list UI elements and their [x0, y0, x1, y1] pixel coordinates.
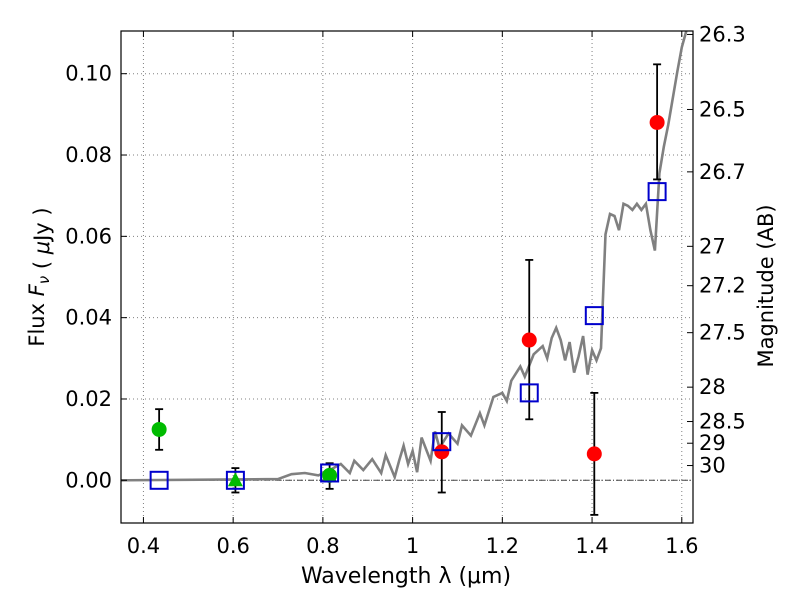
x-tick-label: 1 [406, 534, 419, 558]
data-point-red [586, 446, 602, 462]
y-tick-label: 0.04 [65, 306, 112, 330]
y-tick-label: 0.10 [65, 62, 112, 86]
plot-data [121, 31, 688, 516]
axes: 0.4 0.6 0.8 1 1.2 1.4 1.6 0.00 0.02 0.04 0.06 0.08 0… [25, 22, 746, 558]
right-tick-label: 28 [699, 375, 726, 399]
x-tick-label: 0.6 [216, 534, 249, 558]
right-tick-label: 28.5 [699, 410, 746, 434]
right-axis-label: Magnitude (AB) [754, 204, 778, 367]
x-axis-label: Wavelength λ (μm) [301, 564, 511, 589]
grid [121, 31, 693, 523]
model-photometry-square [225, 470, 245, 490]
model-sed-line [121, 31, 688, 482]
right-tick-label: 26.7 [699, 160, 746, 184]
data-point-red [434, 444, 450, 460]
y-tick-label: 0.00 [65, 468, 112, 492]
model-photometry-square [647, 182, 667, 202]
x-tick-label: 0.8 [306, 534, 339, 558]
y-tick-label: 0.06 [65, 224, 112, 248]
x-tick-label: 1.6 [665, 534, 698, 558]
model-photometry-square [432, 432, 452, 452]
right-tick-label: 26.5 [699, 97, 746, 121]
right-tick-label: 29 [699, 431, 726, 455]
y-axis-label: Flux Fν ( μJy ) [25, 207, 54, 346]
x-tick-label: 1.2 [486, 534, 519, 558]
data-point-green [151, 421, 167, 437]
right-tick-label: 30 [699, 454, 726, 478]
y-tick-label: 0.02 [65, 387, 112, 411]
y-tick-label: 0.08 [65, 143, 112, 167]
data-point-red [649, 114, 665, 130]
model-photometry-square [149, 470, 169, 490]
right-tick-label: 26.3 [699, 22, 746, 46]
model-photometry-square [519, 383, 539, 403]
data-point-triangle [227, 472, 243, 487]
x-tick-label: 1.4 [575, 534, 608, 558]
right-tick-label: 27.5 [699, 321, 746, 345]
model-photometry-square [584, 306, 604, 326]
plot-frame [120, 30, 694, 524]
x-tick-label: 0.4 [127, 534, 160, 558]
right-tick-label: 27.2 [699, 274, 746, 298]
data-point-green [322, 467, 338, 483]
right-tick-label: 27 [699, 234, 726, 258]
model-photometry-square [320, 463, 340, 483]
data-point-red [521, 332, 537, 348]
